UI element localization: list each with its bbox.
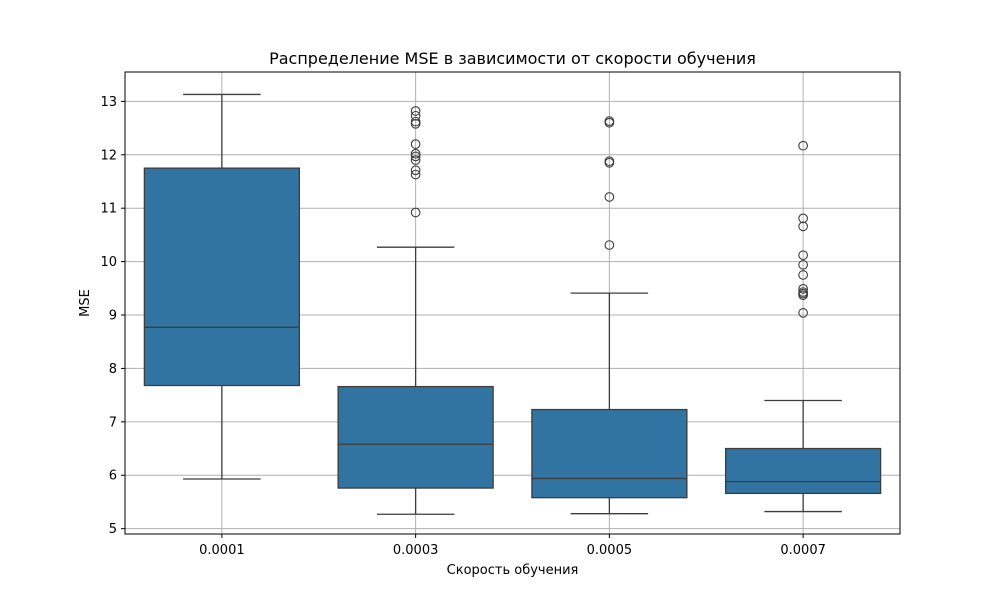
box-group-0.0007 (724, 140, 882, 513)
outlier-point (410, 165, 421, 176)
outlier-point (798, 213, 808, 224)
outlier-point (798, 221, 808, 232)
outlier-point (798, 140, 808, 151)
outlier-point (798, 250, 808, 261)
y-tick-label: 10 (100, 255, 117, 270)
box-iqr (337, 385, 494, 489)
outlier-point (798, 308, 808, 318)
boxes (143, 93, 882, 515)
outlier-point (410, 116, 421, 127)
outlier-point (410, 106, 421, 116)
y-tick-label: 6 (109, 469, 117, 484)
y-tick-label: 12 (100, 148, 117, 163)
outlier-point (798, 259, 808, 270)
outlier-point (604, 240, 615, 250)
y-axis-label: MSE (78, 289, 93, 317)
y-tick-label: 5 (109, 522, 117, 537)
box-iqr (143, 167, 301, 387)
y-tick-label: 7 (109, 415, 117, 430)
outlier-point (798, 270, 808, 280)
ticks: 5 6 7 8 9 10 11 12 13 0.0001 0.0003 0.0005 0.0007 (100, 95, 825, 558)
outlier-point (798, 283, 808, 294)
x-tick-label: 0.0001 (199, 543, 245, 558)
y-tick-label: 13 (100, 95, 117, 110)
outlier-point (410, 139, 421, 149)
y-tick-label: 8 (109, 362, 117, 377)
plot-frame (124, 71, 901, 535)
x-tick-label: 0.0007 (780, 543, 826, 558)
box-group-0.0003 (337, 106, 494, 515)
outlier-point (410, 169, 421, 180)
x-tick-label: 0.0005 (587, 543, 633, 558)
outlier-point (798, 287, 808, 297)
outlier-point (604, 116, 615, 126)
outlier-point (410, 151, 421, 162)
outlier-point (410, 155, 421, 165)
y-tick-label: 9 (109, 309, 117, 324)
y-tick-label: 11 (100, 202, 117, 217)
box-iqr (531, 408, 688, 499)
outlier-point (410, 207, 421, 218)
outlier-point (604, 156, 615, 167)
outlier-point (604, 192, 615, 202)
box-iqr (724, 447, 882, 495)
chart-title: Распределение MSE в зависимости от скоро… (269, 49, 756, 68)
box-group-0.0005 (531, 116, 688, 515)
x-tick-label: 0.0003 (393, 543, 439, 558)
outlier-point (410, 148, 421, 159)
outlier-point (410, 110, 421, 121)
box-group-0.0001 (143, 93, 301, 480)
x-axis-label: Скорость обучения (447, 563, 579, 578)
